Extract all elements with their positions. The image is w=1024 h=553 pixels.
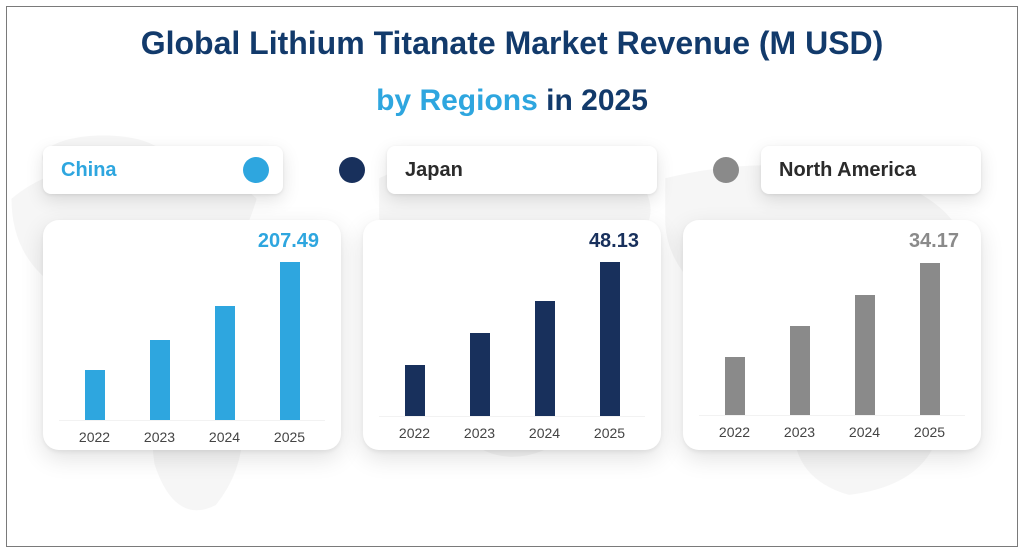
legend-row: China Japan North America [43,146,981,194]
bar-wrap [67,262,122,420]
chart-na-plot [699,234,965,416]
chart-na: 34.17 2022 2023 2024 2025 [683,220,981,450]
subtitle-rest: in 2025 [538,84,648,117]
bar-wrap [452,262,507,416]
legend-china-pill: China [43,146,283,194]
legend-japan: Japan [339,146,657,194]
bar-wrap [837,262,892,415]
xaxis-label: 2023 [132,429,187,445]
xaxis-label: 2025 [582,425,637,441]
chart-china-plot [59,234,325,421]
xaxis-label: 2024 [837,424,892,440]
bar-wrap [387,262,442,416]
xaxis-label: 2022 [707,424,762,440]
bar [470,333,490,416]
legend-na-dot [713,157,739,183]
bar [600,262,620,416]
bar [535,301,555,416]
chart-china: 207.49 2022 2023 2024 2025 [43,220,341,450]
bar-wrap [772,262,827,415]
legend-japan-pill: Japan [387,146,657,194]
bar [790,326,810,415]
xaxis-label: 2024 [517,425,572,441]
bar [215,306,235,420]
subtitle-highlight: by Regions [376,84,538,117]
chart-na-value: 34.17 [909,230,959,253]
bar-wrap [582,262,637,416]
chart-japan-value: 48.13 [589,230,639,253]
xaxis-label: 2025 [262,429,317,445]
chart-china-xaxis: 2022 2023 2024 2025 [59,421,325,445]
bar [85,370,105,420]
bar [920,263,940,415]
legend-na-label: North America [779,159,916,182]
chart-title: Global Lithium Titanate Market Revenue (… [7,7,1017,62]
chart-japan-xaxis: 2022 2023 2024 2025 [379,417,645,441]
legend-china-dot [243,157,269,183]
xaxis-label: 2023 [772,424,827,440]
legend-china-label: China [61,159,117,182]
bar-wrap [902,262,957,415]
bar-wrap [262,262,317,420]
chart-japan: 48.13 2022 2023 2024 2025 [363,220,661,450]
legend-china: China [43,146,283,194]
legend-japan-label: Japan [405,159,463,182]
chart-na-xaxis: 2022 2023 2024 2025 [699,416,965,440]
bar [725,357,745,415]
bar-wrap [197,262,252,420]
xaxis-label: 2022 [67,429,122,445]
bar [280,262,300,420]
chart-subtitle: by Regions in 2025 [7,84,1017,118]
chart-japan-plot [379,234,645,417]
legend-japan-dot [339,157,365,183]
bar-wrap [517,262,572,416]
xaxis-label: 2025 [902,424,957,440]
legend-na: North America [713,146,981,194]
xaxis-label: 2024 [197,429,252,445]
charts-row: 207.49 2022202320242025 48.13 2022202320… [43,220,981,450]
bar-wrap [707,262,762,415]
chart-china-value: 207.49 [258,230,319,253]
legend-na-pill: North America [761,146,981,194]
xaxis-label: 2022 [387,425,442,441]
bar-wrap [132,262,187,420]
bar [405,365,425,416]
outer-frame: Global Lithium Titanate Market Revenue (… [6,6,1018,547]
bar [855,295,875,415]
bar [150,340,170,420]
xaxis-label: 2023 [452,425,507,441]
